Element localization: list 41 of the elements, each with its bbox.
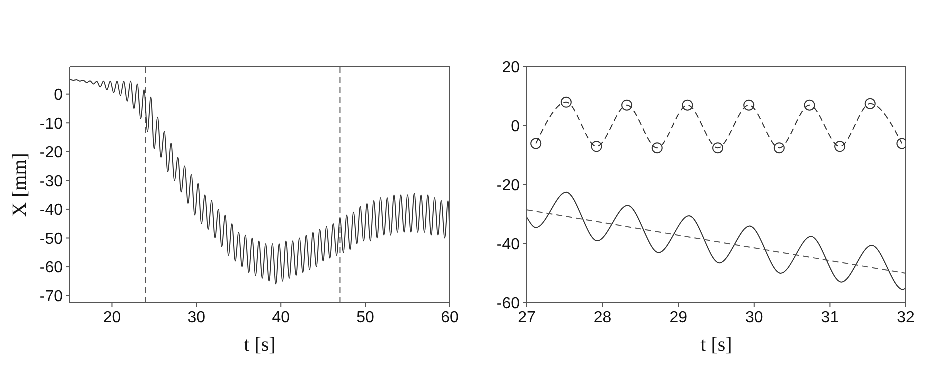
x-tick-label: 60 [441, 309, 459, 326]
y-tick-label: -50 [40, 230, 64, 248]
y-tick-label: -70 [40, 288, 64, 306]
x-tick-label: 30 [746, 309, 764, 326]
x-tick-label: 30 [188, 309, 206, 326]
y-axis-title: X [mm] [9, 153, 31, 217]
point [591, 141, 602, 152]
y-tick-label: -60 [40, 260, 64, 277]
y-tick-label: -20 [496, 178, 520, 195]
x-tick-label: 40 [272, 309, 290, 326]
y-tick-label: -40 [40, 202, 64, 220]
line-series [70, 78, 450, 285]
x-axis-title: t [s] [700, 334, 732, 356]
y-tick-label: -20 [40, 144, 64, 162]
point [530, 138, 542, 150]
point [804, 100, 816, 111]
y-tick-label: 0 [54, 87, 64, 104]
y-tick-label: 0 [511, 118, 520, 136]
x-tick-label: 28 [594, 309, 612, 326]
x-axis-title: t [s] [244, 334, 276, 356]
point [774, 142, 785, 154]
point [864, 98, 876, 110]
y-tick-label: -30 [40, 173, 64, 190]
point [652, 142, 663, 154]
point [744, 100, 755, 111]
y-tick-label: -10 [40, 116, 64, 133]
x-tick-label: 29 [670, 309, 688, 326]
line-series [527, 192, 906, 290]
x-tick-label: 27 [518, 309, 536, 326]
point [712, 142, 724, 154]
point [834, 141, 846, 152]
x-tick-label: 50 [356, 309, 375, 326]
y-tick-label: -40 [496, 236, 520, 254]
y-tick-label: -60 [496, 296, 520, 313]
point [622, 100, 633, 111]
x-tick-label: 31 [821, 309, 840, 326]
y-tick-label: 20 [502, 60, 520, 77]
x-tick-label: 20 [103, 309, 122, 326]
point [560, 96, 572, 108]
point [682, 100, 694, 111]
x-tick-label: 32 [897, 309, 915, 326]
